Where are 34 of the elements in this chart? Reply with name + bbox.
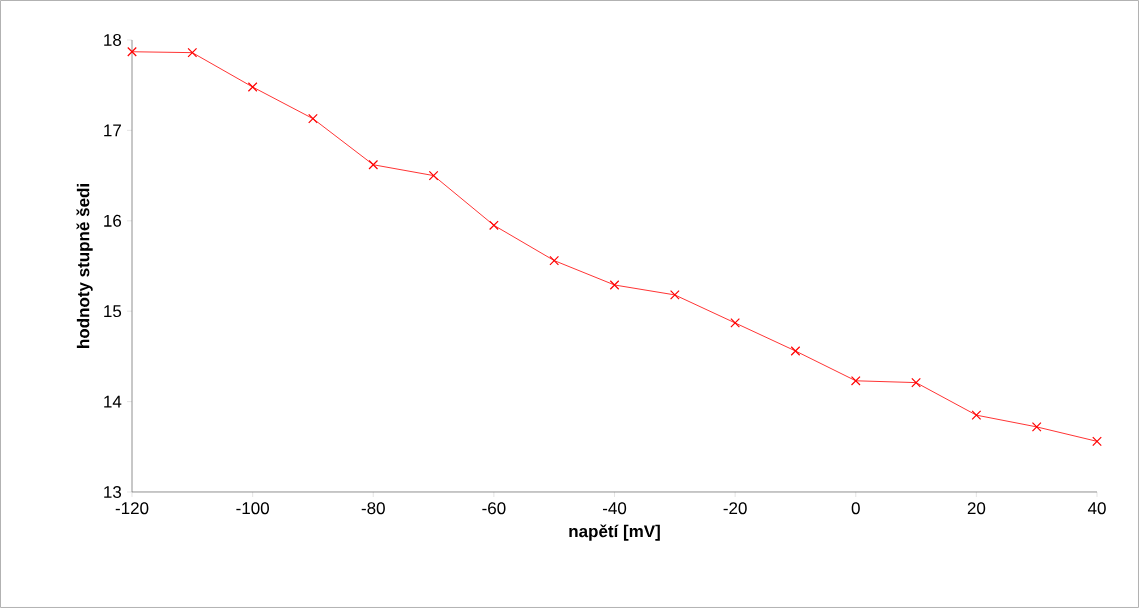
point (247, 82, 258, 92)
y-axis-title: hodnoty stupně šedi (76, 184, 93, 348)
x-tick-label: 40 (1087, 502, 1106, 515)
point (790, 346, 801, 356)
y-tick-label: 15 (104, 305, 122, 318)
y-tick-label: 18 (104, 33, 122, 47)
point (609, 280, 620, 290)
y-tick-label: 17 (104, 124, 121, 137)
x-tick-label: -20 (723, 502, 747, 515)
point (549, 255, 560, 266)
y-tick-label: 16 (104, 214, 122, 227)
x-tick-label: -40 (602, 502, 627, 515)
x-tick-label: 0 (851, 502, 860, 515)
point (1031, 422, 1042, 432)
x-axis-title: napětí [mV] (569, 524, 660, 541)
x-tick-label: 20 (967, 502, 986, 515)
x-tick-label: -80 (361, 502, 385, 515)
point (971, 410, 982, 420)
point (127, 46, 137, 57)
point (428, 170, 439, 181)
point (1092, 436, 1102, 447)
x-tick-label: -60 (482, 502, 506, 515)
point (308, 113, 318, 124)
point (368, 159, 379, 170)
x-tick-label: -120 (115, 502, 149, 515)
point (669, 290, 680, 300)
point (911, 377, 921, 388)
point (489, 220, 499, 231)
point (730, 318, 740, 328)
y-tick-label: 13 (104, 485, 122, 499)
x-tick-label: -100 (236, 502, 269, 515)
point (850, 375, 861, 386)
y-tick-label: 14 (104, 395, 122, 408)
point (187, 47, 198, 58)
